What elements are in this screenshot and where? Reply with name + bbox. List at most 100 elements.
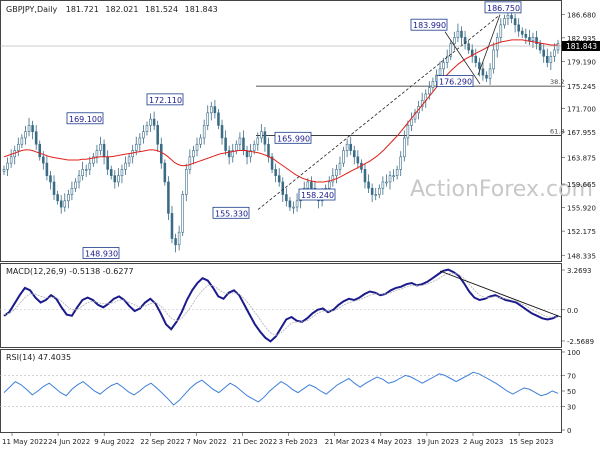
candle-body: [349, 143, 352, 151]
candle-body: [210, 106, 213, 114]
candle-body: [227, 150, 231, 158]
candle-body: [531, 37, 535, 41]
candle-body: [335, 169, 338, 176]
current-price-box: [562, 41, 600, 51]
candle-body: [206, 112, 210, 126]
candle-body: [224, 137, 227, 151]
candle-body: [152, 118, 156, 126]
candle-body: [410, 118, 413, 126]
candle-body: [367, 181, 370, 189]
candle-body: [460, 30, 463, 38]
annotation-label: 169.100: [69, 115, 102, 124]
annotation-box: [298, 188, 336, 201]
candle-body: [288, 200, 292, 208]
candle-body: [445, 55, 449, 63]
candle-body: [131, 150, 134, 158]
annotation-label: 148.930: [85, 250, 118, 259]
candle-body: [549, 55, 553, 63]
x-tick-label: 21 Dec 2022: [233, 438, 278, 446]
candle-body: [170, 213, 174, 239]
candle-body: [231, 150, 235, 158]
annotation-box: [274, 131, 312, 144]
macd-tick-label: -2.5689: [567, 338, 594, 346]
price-tick-label: 152.175: [567, 228, 596, 236]
candle-body: [245, 150, 249, 158]
candle-body: [506, 15, 510, 19]
candle-body: [127, 156, 131, 164]
candle-body: [342, 150, 345, 164]
price-tick-label: 179.190: [567, 58, 596, 66]
candle-body: [238, 137, 242, 145]
candle-body: [81, 169, 84, 176]
candle-body: [428, 87, 431, 95]
candle-body: [399, 156, 403, 170]
candle-body: [546, 55, 549, 63]
annotation-label: 186.750: [487, 4, 520, 13]
candle-body: [113, 175, 117, 183]
candle-body: [242, 137, 245, 151]
candle-body: [256, 137, 260, 145]
macd-panel-frame: [0, 263, 562, 348]
candle-body: [70, 187, 74, 195]
candle-body: [449, 43, 453, 57]
candle-body: [556, 43, 560, 51]
candle-body: [467, 43, 470, 51]
annotation-label: 158.240: [301, 191, 334, 200]
price-tick-label: 155.920: [567, 205, 596, 213]
candle-body: [470, 49, 474, 57]
candle-body: [338, 162, 342, 170]
candle-body: [274, 169, 277, 176]
candle-body: [59, 200, 63, 208]
trendlines: [257, 14, 501, 210]
candle-body: [442, 62, 445, 70]
candle-body: [134, 143, 138, 151]
candle-body: [31, 125, 34, 132]
candle-body: [120, 169, 124, 176]
watermark: ActionForex.com: [410, 177, 593, 202]
channel-trendline: [477, 14, 501, 76]
candle-body: [181, 194, 184, 233]
candle-body: [517, 24, 520, 32]
candle-body: [117, 175, 120, 183]
candle-body: [142, 131, 145, 139]
candle-body: [6, 162, 9, 170]
candle-body: [403, 137, 406, 158]
macd-axis: 3.2693 0.0 -2.5689: [0, 267, 594, 346]
candle-body: [149, 118, 152, 126]
candle-body: [356, 156, 360, 164]
candle-body: [306, 181, 310, 189]
candle-body: [188, 156, 192, 170]
macd-label: MACD(12,26,9) -0.5138 -0.6277: [6, 267, 134, 276]
candle-body: [263, 131, 267, 145]
candle-body: [277, 175, 281, 183]
annotation-box: [66, 112, 104, 125]
candle-body: [56, 194, 59, 202]
candle-body: [177, 231, 181, 246]
candle-body: [9, 156, 13, 164]
ohlc-open: 181.721: [66, 5, 99, 14]
x-axis: 11 May 2022 24 Jun 2022 9 Aug 2022 22 Sep 2…: [2, 432, 553, 446]
candle-body: [363, 169, 367, 183]
x-tick-label: 2 Aug 2023: [463, 438, 503, 446]
candle-body: [513, 18, 517, 26]
candle-body: [260, 131, 263, 139]
symbol-label: GBPJPY,Daily 181.721 182.021 181.524 181…: [6, 5, 218, 14]
candle-body: [106, 156, 109, 170]
candle-body: [77, 175, 81, 183]
candle-body: [535, 37, 538, 45]
ohlc-close: 181.843: [185, 5, 218, 14]
price-annotations: 169.100 172.110 148.930 155.330 165.990 158.2…: [66, 1, 522, 259]
annotation-box: [436, 75, 474, 87]
candle-body: [327, 181, 331, 189]
annotation-label: 155.330: [215, 209, 248, 218]
candle-body: [385, 181, 388, 184]
candle-body: [485, 74, 488, 79]
candle-body: [292, 206, 295, 209]
annotation-label: 165.990: [277, 134, 310, 143]
fib-level-label: 61.8: [550, 127, 564, 135]
moving-average-line: [3, 39, 558, 183]
annotation-box: [146, 93, 184, 106]
candle-body: [145, 125, 149, 132]
candle-body: [67, 194, 70, 202]
